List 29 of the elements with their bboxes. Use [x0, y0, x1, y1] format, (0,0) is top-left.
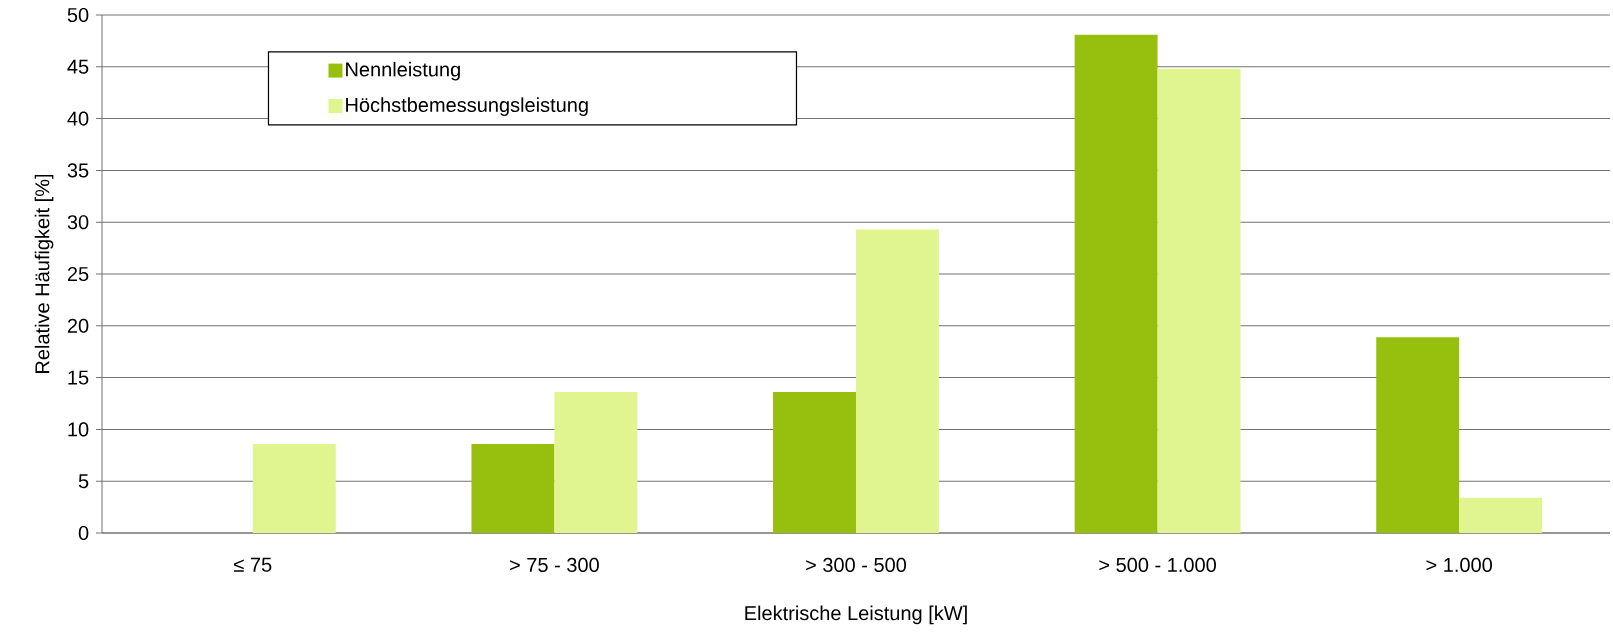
legend-label: Höchstbemessungsleistung	[346, 97, 588, 116]
y-tick-label: 20	[67, 318, 89, 333]
x-tick-label: > 1.000	[1426, 557, 1492, 573]
legend-label: Nennleistung	[346, 61, 460, 81]
x-tick-label: > 500 - 1.000	[1099, 557, 1216, 573]
bar	[1074, 34, 1158, 533]
y-tick-label: 0	[78, 525, 89, 541]
x-tick-label: ≤ 75	[234, 557, 272, 572]
bar	[1459, 497, 1543, 533]
bar	[471, 443, 555, 533]
x-tick-label: > 300 - 500	[806, 557, 907, 573]
y-axis-title: Relative Häufigkeit [%]	[34, 174, 54, 373]
x-axis-title: Elektrische Leistung [kW]	[745, 605, 967, 625]
y-tick-label: 50	[67, 7, 89, 23]
x-tick-label: > 75 - 300	[510, 557, 599, 573]
y-tick-label: 45	[67, 59, 89, 74]
bar	[1157, 68, 1241, 533]
bar	[554, 392, 638, 533]
y-tick-label: 30	[67, 215, 89, 230]
y-tick-label: 25	[67, 266, 89, 282]
bar	[773, 392, 856, 533]
bar	[252, 443, 336, 533]
y-tick-label: 5	[78, 474, 89, 489]
bar	[1376, 337, 1460, 533]
y-tick-label: 35	[67, 163, 89, 178]
y-tick-label: 40	[67, 111, 89, 126]
bar	[855, 229, 939, 533]
y-tick-label: 15	[68, 370, 89, 385]
y-tick-label: 10	[68, 422, 89, 437]
